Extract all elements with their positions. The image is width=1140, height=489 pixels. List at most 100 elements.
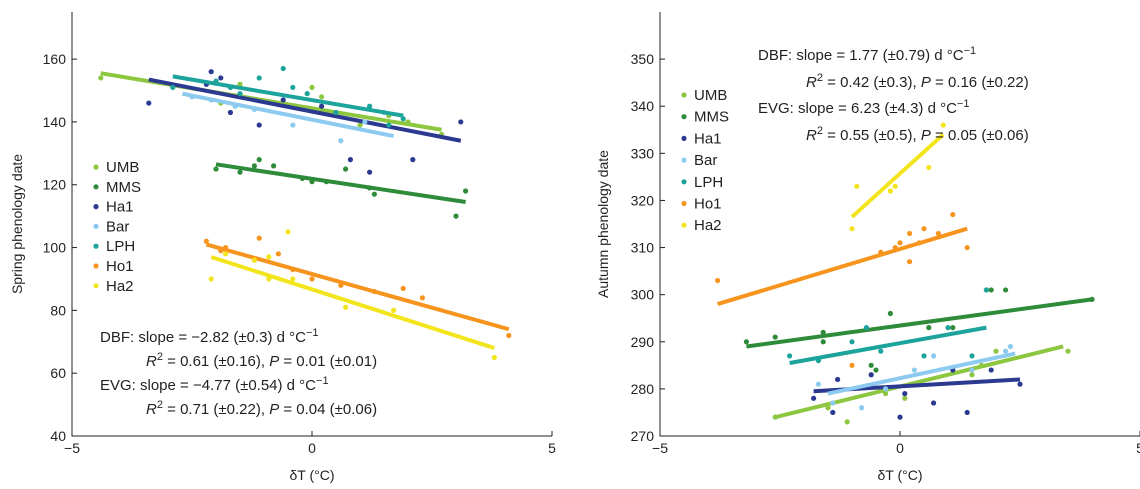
data-point [333,109,339,116]
data-point [237,91,243,97]
data-point [950,325,956,331]
data-point [367,169,373,175]
legend-marker [93,283,99,289]
legend-marker [681,222,687,228]
data-point [931,353,937,359]
data-point [988,287,994,293]
data-point [386,122,392,128]
x-axis-label: δT (°C) [877,467,922,483]
y-tick-label: 160 [43,51,67,67]
series-ha2 [208,229,497,361]
data-point [1003,348,1009,354]
legend-marker [93,204,99,210]
y-tick-label: 290 [631,334,655,350]
data-point [897,414,903,420]
regression-line [210,255,496,350]
legend-marker [93,263,99,269]
data-point [945,325,951,331]
data-point [319,103,325,109]
data-point [897,240,903,246]
series-bar [182,91,394,144]
series-ha1 [146,69,464,175]
x-tick-label: 0 [308,440,316,456]
data-point [309,84,315,90]
data-point [863,325,870,331]
regression-line [215,162,466,204]
data-point [993,348,999,354]
regression-line [789,325,987,365]
y-tick-label: 80 [50,302,66,318]
y-tick-label: 350 [631,51,655,67]
stat-annotation: R2 = 0.42 (±0.3), P = 0.16 (±0.22) [806,72,1029,91]
data-point [902,391,908,397]
data-point [969,353,975,359]
data-point [453,213,459,219]
legend-label: Ha1 [694,130,722,147]
stat-annotation: EVG: slope = 6.23 (±4.3) d °C−1 [758,98,969,117]
legend-label: Ha1 [106,199,134,216]
legend-label: Ha2 [694,217,722,234]
series-mms [743,287,1095,373]
data-point [815,381,822,387]
legend-label: Bar [694,152,717,169]
data-point [892,183,898,189]
data-point [256,122,262,128]
data-point [146,100,152,106]
y-tick-label: 60 [50,365,66,381]
data-point [256,157,262,163]
data-point [458,119,464,125]
regression-line [746,297,1093,349]
data-point [400,285,406,291]
regression-line [172,74,404,118]
data-point [275,251,281,257]
data-point [964,244,970,251]
data-point [491,354,497,361]
data-point [1003,287,1009,293]
data-point [887,310,894,317]
data-point [227,109,233,116]
data-point [223,251,229,257]
regression-line [205,242,510,332]
x-tick-label: 5 [1136,440,1140,456]
legend-marker [681,135,687,141]
legend-marker [681,200,687,207]
data-point [868,362,874,368]
data-point [907,230,913,237]
data-point [950,211,956,218]
data-point [830,400,836,406]
legend-label: UMB [694,87,727,104]
data-point [911,367,918,373]
legend-marker [93,243,99,249]
legend-marker [681,114,687,120]
data-point [251,257,257,263]
legend-marker [681,179,687,185]
legend-marker [681,157,687,163]
data-point [347,157,353,163]
data-point [208,69,214,75]
y-tick-label: 330 [631,145,655,161]
data-point [988,367,994,373]
data-point [371,191,377,197]
data-point [391,307,397,313]
y-axis-label: Spring phenology date [9,154,25,294]
data-point [280,97,286,103]
data-point [266,254,272,260]
legend-label: UMB [106,159,139,176]
data-point [820,329,826,335]
data-point [213,166,219,172]
data-point [208,276,214,282]
data-point [887,188,894,194]
data-point [304,91,310,97]
data-point [367,103,373,109]
data-point [926,164,932,171]
y-tick-label: 310 [631,240,655,256]
series-umb [772,344,1071,425]
data-point [902,395,908,401]
data-point [926,325,932,331]
data-point [830,409,836,416]
y-tick-label: 320 [631,192,655,208]
x-tick-label: 0 [896,440,904,456]
y-tick-label: 340 [631,98,655,114]
data-point [256,235,262,241]
data-point [290,122,296,128]
